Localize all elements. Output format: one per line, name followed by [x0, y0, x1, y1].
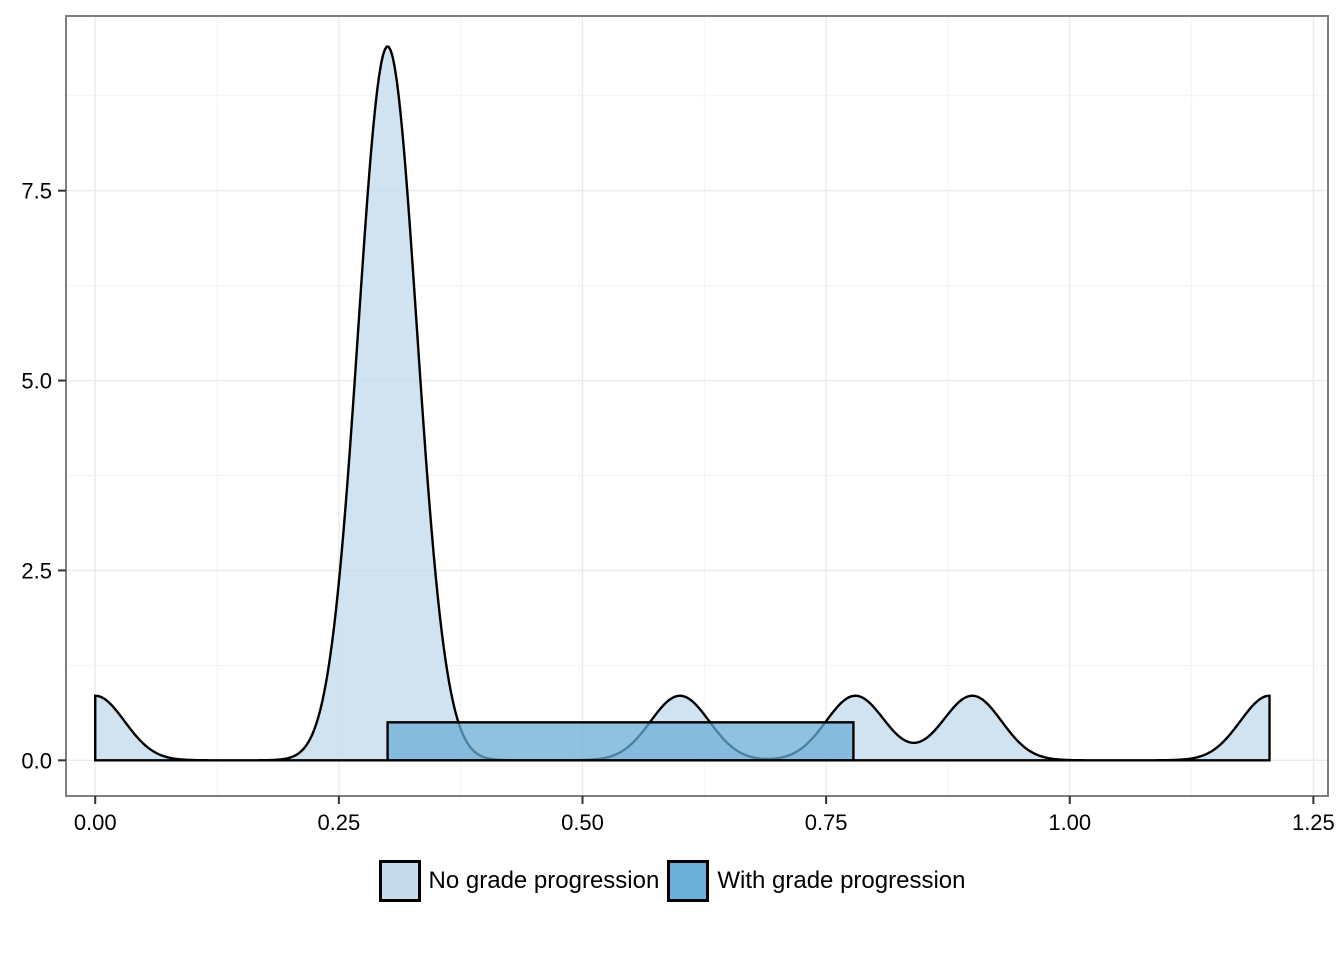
y-tick-label: 2.5: [21, 558, 52, 583]
panel-background: [66, 16, 1328, 796]
x-tick-label: 1.00: [1048, 810, 1091, 835]
legend-item-with-grade-progression: With grade progression: [667, 860, 965, 902]
series-layer: [94, 45, 1271, 762]
panel-border: [65, 15, 1329, 797]
legend-key-no-grade-progression: [378, 860, 421, 902]
legend: No grade progression With grade progress…: [0, 860, 1344, 902]
axes: 0.00 0.25 0.50 0.75 1.00 1.25 0.0 2.5 5.0 7.5: [21, 179, 1334, 835]
x-tick-label: 0.75: [805, 810, 848, 835]
legend-key-with-grade-progression: [667, 860, 710, 902]
y-tick-label: 5.0: [21, 369, 52, 394]
x-tick-label: 1.25: [1292, 810, 1335, 835]
x-tick-label: 0.00: [74, 810, 117, 835]
series-with-grade-progression: [386, 721, 855, 762]
legend-label-no-grade-progression: No grade progression: [428, 867, 660, 894]
x-tick-label: 0.25: [317, 810, 360, 835]
x-tick-label: 0.50: [561, 810, 604, 835]
legend-label-with-grade-progression: With grade progression: [717, 867, 966, 894]
y-tick-label: 7.5: [21, 179, 52, 204]
y-tick-label: 0.0: [21, 748, 52, 773]
series-no-grade-progression: [94, 45, 1271, 762]
legend-item-no-grade-progression: No grade progression: [378, 860, 660, 902]
